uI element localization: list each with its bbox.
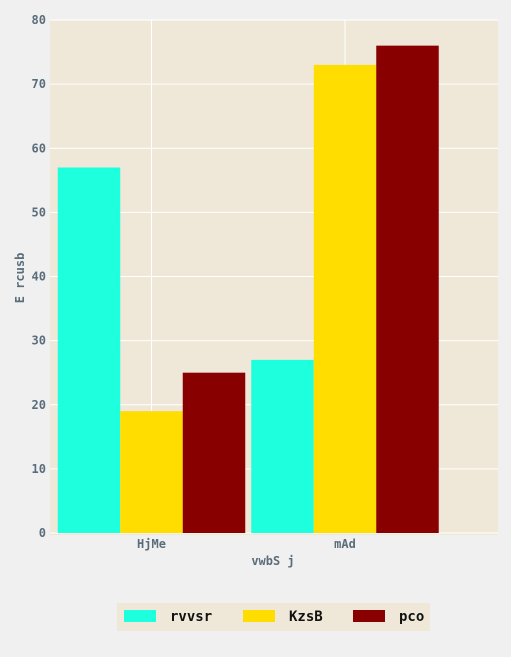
y-tick-label: 20 — [32, 398, 46, 412]
bars — [57, 45, 439, 534]
legend-swatch-pco — [353, 610, 385, 622]
x-axis-ticks: HjMe mAd — [137, 537, 356, 551]
legend-swatch-rvvsr — [124, 610, 156, 622]
y-axis-title: E rcusb — [13, 253, 27, 304]
x-tick-label: mAd — [334, 537, 356, 551]
y-tick-label: 60 — [32, 141, 46, 155]
y-tick-label: 80 — [32, 13, 46, 27]
legend: rvvsr KzsB pco — [117, 603, 430, 631]
x-tick-label: HjMe — [137, 537, 166, 551]
bar-pco-HjMe — [182, 372, 246, 533]
bar-rvvsr-mAd — [251, 359, 314, 533]
y-tick-label: 0 — [39, 526, 46, 540]
y-axis-ticks: 0 10 20 30 40 50 60 70 80 — [32, 13, 46, 540]
bar-pco-mAd — [376, 45, 439, 534]
legend-swatch-KzsB — [243, 610, 275, 622]
legend-label-rvvsr: rvvsr — [170, 609, 212, 625]
y-tick-label: 10 — [32, 462, 46, 476]
y-tick-label: 70 — [32, 77, 46, 91]
y-tick-label: 50 — [32, 205, 46, 219]
bar-KzsB-HjMe — [120, 411, 183, 533]
bar-KzsB-mAd — [313, 64, 377, 533]
bar-rvvsr-HjMe — [57, 167, 121, 534]
legend-label-KzsB: KzsB — [289, 609, 323, 625]
legend-label-pco: pco — [399, 609, 424, 625]
y-tick-label: 40 — [32, 270, 46, 284]
y-tick-label: 30 — [32, 334, 46, 348]
x-axis-title: vwbS j — [251, 554, 294, 568]
